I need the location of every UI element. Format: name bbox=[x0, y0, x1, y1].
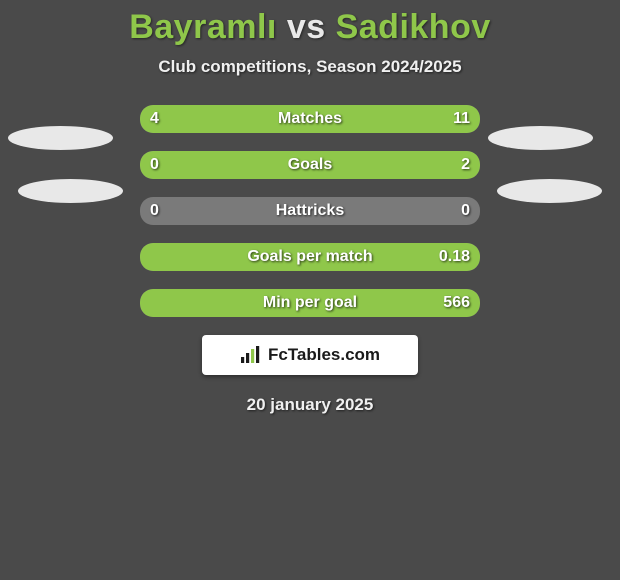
decorative-ellipse bbox=[8, 126, 113, 150]
source-logo[interactable]: FcTables.com bbox=[202, 335, 418, 375]
stat-label: Matches bbox=[140, 105, 480, 133]
title-player1: Bayramlı bbox=[129, 8, 277, 46]
page-title: Bayramlı vs Sadikhov bbox=[0, 8, 620, 47]
stat-row: 4Matches11 bbox=[140, 105, 480, 133]
decorative-ellipse bbox=[488, 126, 593, 150]
stat-row: 0Goals2 bbox=[140, 151, 480, 179]
title-vs: vs bbox=[287, 8, 326, 46]
logo-text: FcTables.com bbox=[268, 345, 380, 365]
decorative-ellipse bbox=[18, 179, 123, 203]
stat-value-right: 0.18 bbox=[439, 243, 470, 271]
stat-value-right: 0 bbox=[461, 197, 470, 225]
stat-label: Goals per match bbox=[140, 243, 480, 271]
stat-value-right: 566 bbox=[443, 289, 470, 317]
stat-row: Goals per match0.18 bbox=[140, 243, 480, 271]
stats-infographic: Bayramlı vs Sadikhov Club competitions, … bbox=[0, 0, 620, 580]
subtitle: Club competitions, Season 2024/2025 bbox=[0, 57, 620, 77]
stat-label: Min per goal bbox=[140, 289, 480, 317]
stat-label: Goals bbox=[140, 151, 480, 179]
stat-row: 0Hattricks0 bbox=[140, 197, 480, 225]
bars-icon bbox=[240, 346, 262, 364]
title-player2: Sadikhov bbox=[336, 8, 491, 46]
decorative-ellipse bbox=[497, 179, 602, 203]
stat-row: Min per goal566 bbox=[140, 289, 480, 317]
date-label: 20 january 2025 bbox=[0, 395, 620, 415]
stat-label: Hattricks bbox=[140, 197, 480, 225]
stats-rows: 4Matches110Goals20Hattricks0Goals per ma… bbox=[140, 105, 480, 317]
stat-value-right: 11 bbox=[453, 105, 470, 133]
stat-value-right: 2 bbox=[461, 151, 470, 179]
